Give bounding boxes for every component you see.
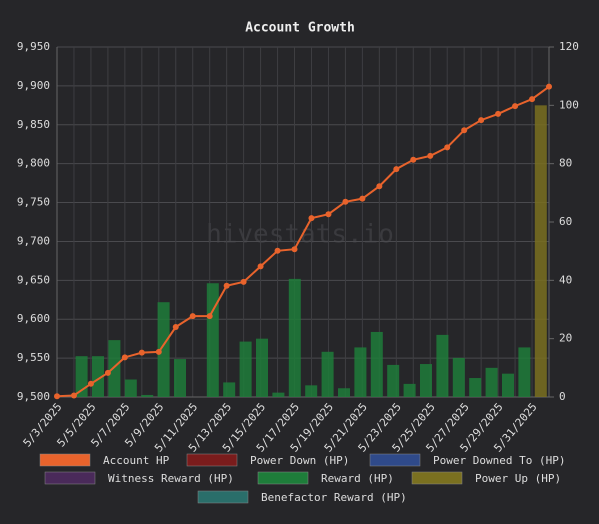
legend-label: Witness Reward (HP) xyxy=(108,472,234,485)
point xyxy=(359,195,366,202)
point xyxy=(206,313,213,320)
point xyxy=(478,117,485,124)
bar xyxy=(420,364,432,397)
bar xyxy=(141,394,154,397)
legend-label: Account HP xyxy=(103,454,170,467)
point xyxy=(257,263,264,270)
legend-label: Power Up (HP) xyxy=(475,472,561,485)
point xyxy=(546,83,552,90)
bar xyxy=(436,334,449,397)
legend-swatch xyxy=(39,453,91,467)
legend-swatch xyxy=(411,471,463,485)
y2-tick-label: 40 xyxy=(559,273,572,286)
bar xyxy=(124,379,137,397)
bar xyxy=(354,347,367,397)
legend-swatch xyxy=(197,490,249,504)
legend-label: Power Downed To (HP) xyxy=(433,454,565,467)
y-tick-label: 9,950 xyxy=(17,40,50,53)
bar xyxy=(174,359,186,397)
bar xyxy=(469,378,482,397)
point xyxy=(274,247,281,254)
bar xyxy=(92,356,104,397)
legend-label: Power Down (HP) xyxy=(250,454,349,467)
chart-title: Account Growth xyxy=(245,21,355,36)
bar xyxy=(502,373,514,397)
bar xyxy=(518,347,531,397)
bar xyxy=(75,356,88,397)
y-tick-label: 9,500 xyxy=(17,390,50,403)
point xyxy=(189,313,196,320)
bar xyxy=(256,338,268,397)
y-tick-label: 9,850 xyxy=(17,118,50,131)
point xyxy=(427,152,434,159)
bar xyxy=(485,367,498,397)
legend-label: Benefactor Reward (HP) xyxy=(261,491,407,504)
y2-tick-label: 120 xyxy=(559,40,579,53)
bar xyxy=(288,278,301,397)
bar xyxy=(272,392,285,397)
y2-tick-label: 80 xyxy=(559,157,572,170)
point xyxy=(461,127,468,134)
legend-swatch xyxy=(44,471,96,485)
point xyxy=(291,246,298,253)
y-tick-label: 9,800 xyxy=(17,157,50,170)
point xyxy=(342,198,349,205)
bar xyxy=(387,364,400,397)
y-tick-label: 9,550 xyxy=(17,351,50,364)
point xyxy=(87,380,94,387)
point xyxy=(529,96,536,103)
point xyxy=(172,324,179,330)
point xyxy=(240,278,247,285)
legend-swatch xyxy=(369,453,421,467)
y2-tick-label: 20 xyxy=(559,332,572,345)
bar xyxy=(239,341,252,397)
y2-tick-label: 0 xyxy=(559,390,566,403)
point xyxy=(410,156,417,163)
bar xyxy=(157,302,170,397)
legend-label: Reward (HP) xyxy=(321,472,394,485)
y-tick-label: 9,700 xyxy=(17,234,50,247)
legend-swatch xyxy=(257,471,309,485)
point xyxy=(104,369,111,376)
y-tick-label: 9,600 xyxy=(17,312,50,325)
point xyxy=(121,354,128,361)
bar xyxy=(370,331,383,397)
bar xyxy=(108,340,121,397)
bar xyxy=(321,351,334,397)
bar xyxy=(403,383,416,397)
y-tick-label: 9,650 xyxy=(17,273,50,286)
point xyxy=(512,103,519,110)
y-tick-label: 9,900 xyxy=(17,79,50,92)
point xyxy=(155,348,162,355)
bar xyxy=(452,357,465,397)
point xyxy=(376,183,383,190)
bar xyxy=(534,105,547,397)
point xyxy=(70,392,77,399)
y2-tick-label: 100 xyxy=(559,98,579,111)
point xyxy=(495,110,502,117)
y-tick-label: 9,750 xyxy=(17,196,50,209)
bar xyxy=(206,283,219,397)
watermark: hivestats.io xyxy=(206,220,394,250)
point xyxy=(223,282,230,289)
bar xyxy=(223,382,236,397)
bar xyxy=(338,388,350,397)
y2-tick-label: 60 xyxy=(559,215,572,228)
legend-swatch xyxy=(186,453,238,467)
point xyxy=(54,393,60,400)
point xyxy=(393,166,400,173)
point xyxy=(138,349,145,356)
bar xyxy=(305,385,318,397)
point xyxy=(325,211,332,218)
point xyxy=(308,215,315,222)
point xyxy=(444,144,451,151)
